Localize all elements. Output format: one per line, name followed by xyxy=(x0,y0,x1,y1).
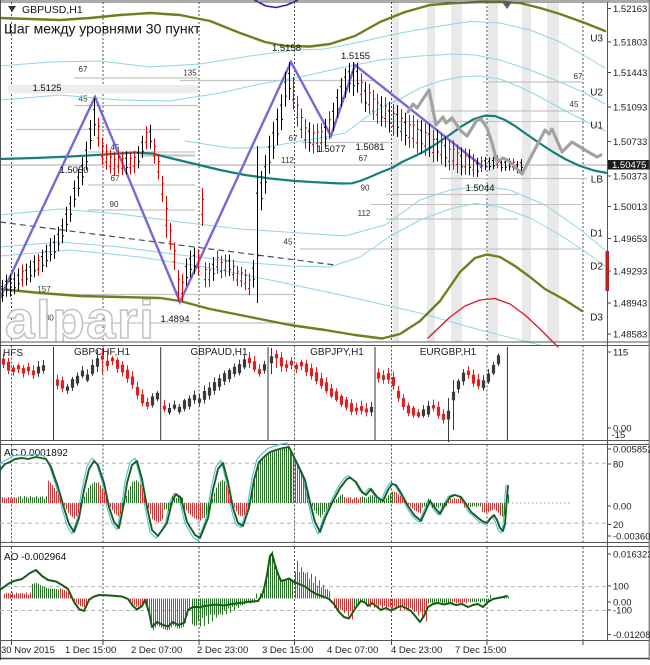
svg-text:112: 112 xyxy=(281,156,294,165)
svg-text:GBPAUD,H1: GBPAUD,H1 xyxy=(190,347,247,358)
svg-text:1.48943: 1.48943 xyxy=(613,299,647,310)
svg-text:45: 45 xyxy=(79,95,88,104)
svg-text:Шаг между уровнями 30 пункт: Шаг между уровнями 30 пункт xyxy=(4,21,201,37)
svg-text:AO -0.002964: AO -0.002964 xyxy=(4,552,67,563)
svg-text:1.5044: 1.5044 xyxy=(465,183,494,194)
svg-text:1.50475: 1.50475 xyxy=(612,160,646,171)
svg-text:U1: U1 xyxy=(590,121,603,132)
svg-text:1.50013: 1.50013 xyxy=(613,202,647,213)
svg-text:67: 67 xyxy=(79,65,88,74)
svg-text:3 Dec 15:00: 3 Dec 15:00 xyxy=(262,645,313,656)
svg-text:1.52163: 1.52163 xyxy=(613,4,647,15)
svg-text:80: 80 xyxy=(613,460,624,471)
svg-text:4 Dec 07:00: 4 Dec 07:00 xyxy=(327,645,378,656)
svg-text:GBPUSD,H1: GBPUSD,H1 xyxy=(22,4,83,16)
svg-text:1.49293: 1.49293 xyxy=(613,267,647,278)
svg-text:45: 45 xyxy=(284,238,293,247)
svg-text:1.5125: 1.5125 xyxy=(32,83,61,94)
svg-text:GBPJPY,H1: GBPJPY,H1 xyxy=(310,347,364,358)
svg-text:45: 45 xyxy=(570,100,579,109)
svg-text:0.00: 0.00 xyxy=(613,502,632,513)
svg-text:2 Dec 07:00: 2 Dec 07:00 xyxy=(131,645,182,656)
svg-text:1.48583: 1.48583 xyxy=(613,330,647,341)
svg-text:0,00: 0,00 xyxy=(613,424,632,435)
svg-text:-100: -100 xyxy=(613,606,632,617)
svg-text:1.5158: 1.5158 xyxy=(272,43,301,54)
svg-text:4 Dec 23:00: 4 Dec 23:00 xyxy=(391,645,442,656)
svg-text:100: 100 xyxy=(613,582,629,593)
svg-text:AC 0.0001892: AC 0.0001892 xyxy=(4,448,68,459)
svg-text:20: 20 xyxy=(613,520,624,531)
svg-text:30 Nov 2015: 30 Nov 2015 xyxy=(1,645,55,656)
svg-text:115: 115 xyxy=(613,348,628,359)
svg-text:0.005852: 0.005852 xyxy=(613,445,650,456)
svg-text:67: 67 xyxy=(289,134,298,143)
svg-text:2 Dec 23:00: 2 Dec 23:00 xyxy=(197,645,248,656)
svg-text:EURGBP,H1: EURGBP,H1 xyxy=(420,347,477,358)
svg-text:D3: D3 xyxy=(590,313,603,324)
svg-text:0.00: 0.00 xyxy=(613,598,632,609)
svg-text:7 Dec 15:00: 7 Dec 15:00 xyxy=(455,645,506,656)
svg-text:1 Dec 15:00: 1 Dec 15:00 xyxy=(65,645,116,656)
svg-text:D2: D2 xyxy=(590,262,603,273)
svg-text:0.016323: 0.016323 xyxy=(613,550,650,561)
svg-text:1.51093: 1.51093 xyxy=(613,103,647,114)
svg-text:1.51803: 1.51803 xyxy=(613,38,647,49)
svg-text:-15: -15 xyxy=(612,430,626,441)
svg-text:D1: D1 xyxy=(590,229,603,240)
svg-text:1.50733: 1.50733 xyxy=(613,137,647,148)
svg-text:67: 67 xyxy=(359,154,368,163)
svg-text:67: 67 xyxy=(111,174,120,183)
svg-text:157: 157 xyxy=(37,285,51,294)
svg-text:1.50373: 1.50373 xyxy=(613,172,647,183)
svg-text:U3: U3 xyxy=(590,34,603,45)
svg-text:180: 180 xyxy=(40,314,54,323)
svg-text:1.5081: 1.5081 xyxy=(355,142,384,153)
svg-text:1.49653: 1.49653 xyxy=(613,234,647,245)
svg-text:1.5155: 1.5155 xyxy=(341,51,370,62)
svg-text:LB: LB xyxy=(591,175,604,186)
svg-text:HFS: HFS xyxy=(3,348,23,359)
svg-text:1.5077: 1.5077 xyxy=(316,144,345,155)
svg-text:1.5050: 1.5050 xyxy=(59,165,88,176)
svg-text:90: 90 xyxy=(110,200,119,209)
svg-text:1.4894: 1.4894 xyxy=(160,314,189,325)
svg-text:alpari: alpari xyxy=(5,291,155,350)
svg-text:112: 112 xyxy=(358,209,371,218)
svg-text:135: 135 xyxy=(183,69,197,78)
svg-text:U2: U2 xyxy=(590,88,603,99)
svg-text:67: 67 xyxy=(574,72,583,81)
svg-text:-0.003600: -0.003600 xyxy=(613,532,650,543)
svg-text:1.51443: 1.51443 xyxy=(613,68,647,79)
svg-text:90: 90 xyxy=(361,184,370,193)
svg-text:-0.012089: -0.012089 xyxy=(613,630,650,641)
